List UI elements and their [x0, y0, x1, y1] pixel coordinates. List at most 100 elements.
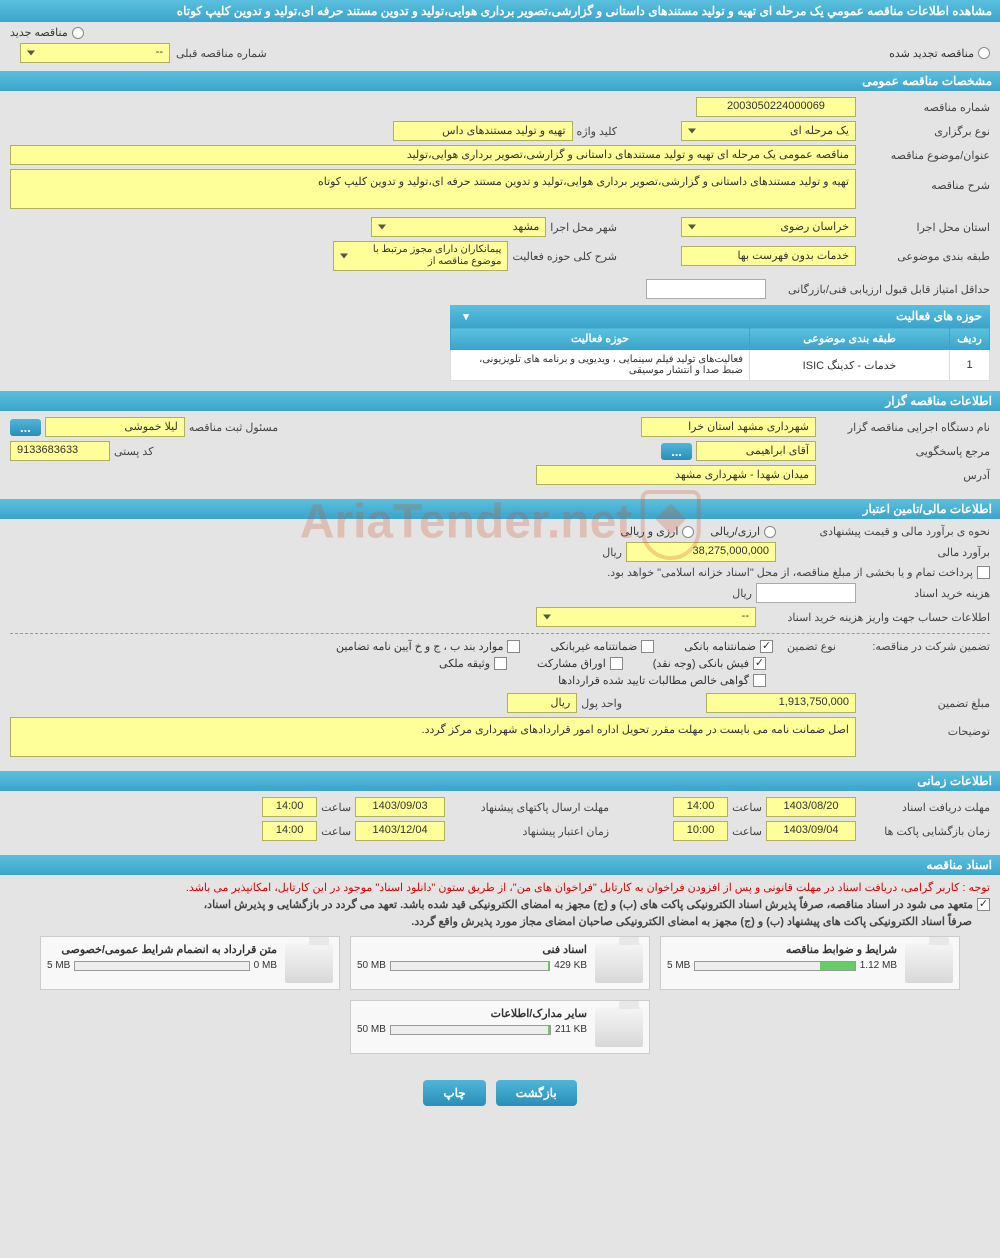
province-select[interactable]: خراسان رضوی — [681, 217, 856, 237]
description-label: شرح مناقصه — [860, 169, 990, 192]
radio-circle-icon — [764, 526, 776, 538]
activity-scope-select[interactable]: پیمانکاران دارای مجوز مرتبط با موضوع منا… — [333, 241, 508, 271]
radio-fx-rial-label: ارزی و ریالی — [620, 525, 678, 538]
org-label: نام دستگاه اجرایی مناقصه گزار — [820, 421, 990, 434]
receive-deadline-label: مهلت دریافت اسناد — [860, 801, 990, 814]
radio-new-tender[interactable]: مناقصه جدید — [10, 26, 84, 39]
postal-label: کد پستی — [114, 445, 153, 458]
estimate-method-label: نحوه ی برآورد مالی و قیمت پیشنهادی — [780, 525, 990, 538]
commitment-checkbox[interactable] — [977, 898, 990, 911]
guarantee-amount-field: 1,913,750,000 — [706, 693, 856, 713]
file-card[interactable]: سایر مدارک/اطلاعات50 MB211 KB — [350, 1000, 650, 1054]
section-timing-header: اطلاعات زمانی — [0, 771, 1000, 791]
folder-icon — [595, 943, 643, 983]
collapse-icon[interactable]: ▾ — [458, 308, 474, 324]
subject-label: عنوان/موضوع مناقصه — [860, 149, 990, 162]
org-field: شهرداری مشهد استان خرا — [641, 417, 816, 437]
radio-renewed-tender[interactable]: مناقصه تجدید شده — [889, 43, 990, 63]
commitment2: صرفاً اسناد الکترونیکی پاکت های پیشنهاد … — [10, 915, 972, 928]
category-field: خدمات بدون فهرست بها — [681, 246, 856, 266]
radio-fx-rial[interactable]: ارزی و ریالی — [620, 525, 694, 538]
notes-label: توضیحات — [860, 717, 990, 738]
islamic-note: پرداخت تمام و یا بخشی از مبلغ مناقصه، از… — [607, 566, 973, 579]
back-button[interactable]: بازگشت — [496, 1080, 577, 1106]
prev-number-label: شماره مناقصه قبلی — [176, 47, 267, 60]
notes-field: اصل ضمانت نامه می بایست در مهلت مقرر تحو… — [10, 717, 856, 757]
chk-cert[interactable] — [753, 674, 766, 687]
unit-label: واحد پول — [581, 697, 622, 710]
file-size: 211 KB — [555, 1024, 587, 1035]
time-label3: ساعت — [732, 825, 762, 838]
description-field: تهیه و تولید مستندهای داستانی و گزارشی،ت… — [10, 169, 856, 209]
holding-type-select[interactable]: یک مرحله ای — [681, 121, 856, 141]
section-general-header: مشخصات مناقصه عمومی — [0, 71, 1000, 91]
open-time-field: 10:00 — [673, 821, 728, 841]
table-row: 1 خدمات - کدینگ ISIC فعالیت‌های تولید فی… — [451, 350, 990, 381]
section-documents-header: اسناد مناقصه — [0, 855, 1000, 875]
commitment1: متعهد می شود در اسناد مناقصه، صرفاً پذیر… — [204, 898, 973, 911]
file-card[interactable]: شرایط و ضوابط مناقصه5 MB1.12 MB — [660, 936, 960, 990]
tender-number-label: شماره مناقصه — [860, 101, 990, 114]
contact-more-button[interactable]: ... — [661, 443, 692, 460]
file-title: اسناد فنی — [357, 943, 587, 956]
chk-partnership[interactable] — [610, 657, 623, 670]
chk-nonbank-label: ضمانتنامه غیربانکی — [550, 640, 637, 653]
file-card[interactable]: متن قرارداد به انضمام شرایط عمومی/خصوصی 5… — [40, 936, 340, 990]
receive-date-field: 1403/08/20 — [766, 797, 856, 817]
subject-field: مناقصه عمومی یک مرحله ای تهیه و تولید مس… — [10, 145, 856, 165]
rial-label: ریال — [602, 546, 622, 559]
file-max: 5 MB — [47, 960, 70, 971]
account-select[interactable]: -- — [536, 607, 756, 627]
progress-bar — [74, 961, 249, 971]
send-date-field: 1403/09/03 — [355, 797, 445, 817]
progress-bar — [694, 961, 855, 971]
holding-type-label: نوع برگزاری — [860, 125, 990, 138]
city-select[interactable]: مشهد — [371, 217, 546, 237]
keyword-label: کلید واژه — [577, 125, 617, 138]
file-max: 5 MB — [667, 960, 690, 971]
chk-bank-label: ضمانتنامه بانکی — [684, 640, 756, 653]
islamic-checkbox[interactable] — [977, 566, 990, 579]
radio-rial[interactable]: ارزی/ریالی — [710, 525, 776, 538]
guarantee-type-label: نوع تضمین — [787, 640, 836, 653]
registrar-field: لیلا خموشی — [45, 417, 185, 437]
doc-notice: توجه : کاربر گرامی، دریافت اسناد در مهلت… — [10, 881, 990, 894]
col-row: ردیف — [950, 328, 990, 350]
address-field: میدان شهدا - شهرداری مشهد — [536, 465, 816, 485]
file-max: 50 MB — [357, 960, 386, 971]
chk-cert-label: گواهی خالص مطالبات تایید شده قراردادها — [558, 674, 749, 687]
file-title: متن قرارداد به انضمام شرایط عمومی/خصوصی — [47, 943, 277, 956]
validity-time-field: 14:00 — [262, 821, 317, 841]
guarantee-label: تضمین شرکت در مناقصه: — [840, 640, 990, 653]
file-card[interactable]: اسناد فنی 50 MB 429 KB — [350, 936, 650, 990]
file-max: 50 MB — [357, 1024, 386, 1035]
registrar-label: مسئول ثبت مناقصه — [189, 421, 278, 434]
chk-fish[interactable] — [753, 657, 766, 670]
min-score-field — [646, 279, 766, 299]
file-size: 0 MB — [254, 960, 277, 971]
contact-field: آقای ابراهیمی — [696, 441, 816, 461]
radio-rial-label: ارزی/ریالی — [710, 525, 760, 538]
chk-bank[interactable] — [760, 640, 773, 653]
more-button[interactable]: ... — [10, 419, 41, 436]
progress-bar — [390, 1025, 551, 1035]
col-scope: حوزه فعالیت — [451, 328, 750, 350]
tender-type-radios: مناقصه جدید — [0, 22, 1000, 43]
file-size: 429 KB — [554, 960, 587, 971]
print-button[interactable]: چاپ — [423, 1080, 485, 1106]
separator — [10, 633, 990, 634]
chk-cases[interactable] — [507, 640, 520, 653]
address-label: آدرس — [820, 469, 990, 482]
receive-time-field: 14:00 — [673, 797, 728, 817]
chk-property-label: وثیقه ملکی — [439, 657, 490, 670]
send-deadline-label: مهلت ارسال پاکتهای پیشنهاد — [449, 801, 609, 814]
folder-icon — [595, 1007, 643, 1047]
page-title: مشاهده اطلاعات مناقصه عمومي یک مرحله ای … — [0, 0, 1000, 22]
chk-nonbank[interactable] — [641, 640, 654, 653]
prev-number-select[interactable]: -- — [20, 43, 170, 63]
chk-property[interactable] — [494, 657, 507, 670]
time-label2: ساعت — [321, 801, 351, 814]
radio-circle-icon — [72, 27, 84, 39]
category-label: طبقه بندی موضوعی — [860, 250, 990, 263]
validity-label: زمان اعتبار پیشنهاد — [449, 825, 609, 838]
